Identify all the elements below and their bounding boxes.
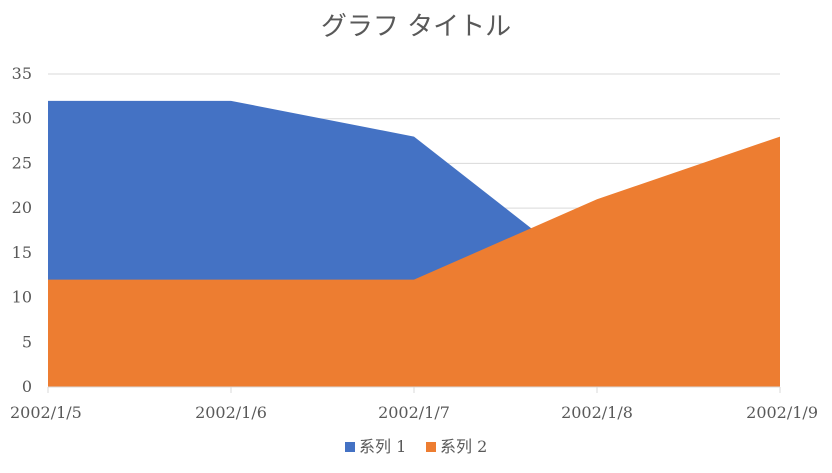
legend-label: 系列 1 bbox=[359, 437, 406, 456]
y-tick-label: 5 bbox=[22, 332, 32, 351]
x-tick-label: 2002/1/5 bbox=[10, 403, 82, 422]
axes: 0 5 10 15 20 25 30 35 2002/1/5 2002/1/6 2002/1/7 20… bbox=[10, 64, 818, 422]
y-tick-label: 0 bbox=[22, 377, 32, 396]
y-tick-label: 35 bbox=[12, 64, 32, 83]
y-tick-label: 10 bbox=[12, 288, 32, 307]
y-tick-label: 25 bbox=[12, 153, 32, 172]
y-tick-label: 30 bbox=[12, 109, 32, 128]
series-2-area bbox=[48, 136, 780, 387]
chart-title: グラフ タイトル bbox=[321, 12, 511, 42]
x-tick-label: 2002/1/9 bbox=[746, 403, 818, 422]
x-tick-label: 2002/1/8 bbox=[561, 403, 633, 422]
y-tick-label: 15 bbox=[12, 243, 32, 262]
legend: 系列 1 系列 2 bbox=[345, 437, 487, 456]
x-tick-label: 2002/1/6 bbox=[195, 403, 267, 422]
legend-swatch bbox=[426, 442, 436, 452]
x-tick-label: 2002/1/7 bbox=[378, 403, 450, 422]
y-tick-label: 20 bbox=[12, 198, 32, 217]
plot-area bbox=[48, 100, 780, 387]
legend-swatch bbox=[345, 442, 355, 452]
legend-label: 系列 2 bbox=[440, 437, 487, 456]
